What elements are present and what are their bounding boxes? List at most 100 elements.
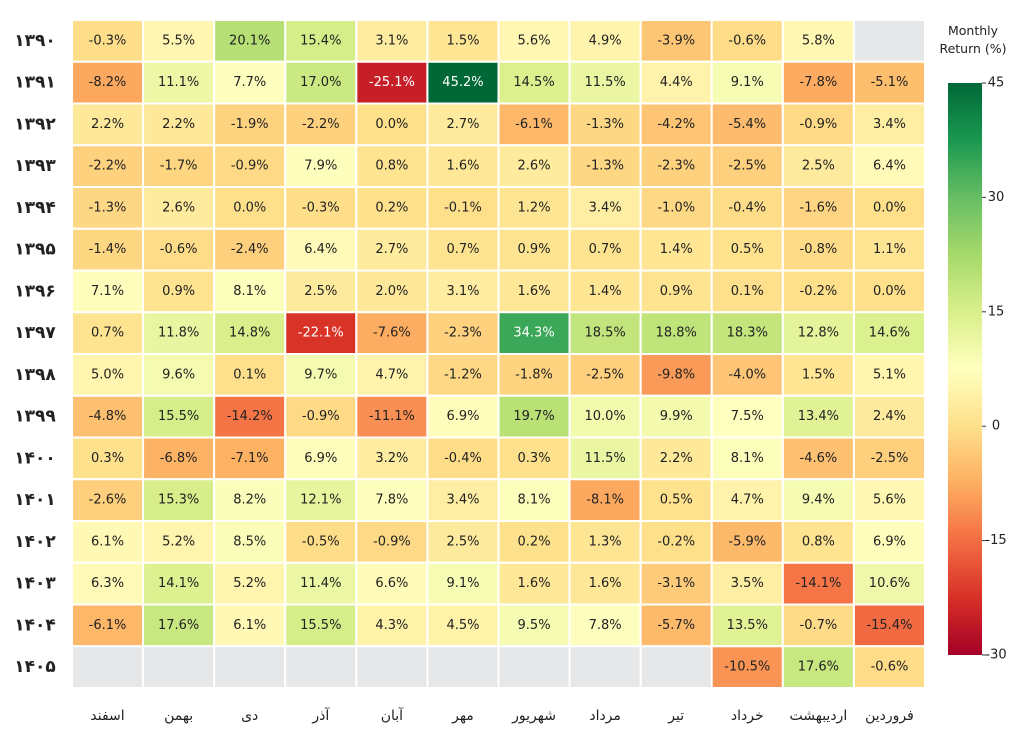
cell-label: -1.7% [160, 159, 198, 174]
cell [355, 311, 429, 355]
cell-label: 0.9% [660, 284, 693, 299]
cell [142, 436, 216, 481]
cell [852, 269, 927, 314]
cell [710, 436, 784, 481]
cell-label: 12.1% [300, 493, 341, 508]
cell-label: 1.6% [518, 576, 551, 591]
cell [142, 269, 216, 314]
cell [639, 60, 713, 105]
cell-label: -0.3% [89, 33, 127, 48]
cell-label: 34.3% [513, 326, 554, 341]
cell-label: 0.0% [233, 200, 266, 215]
cell-label: -2.3% [657, 159, 695, 174]
row-label: ۱۴۰۲ [14, 532, 56, 552]
colorbar [948, 83, 982, 655]
cell-label: -11.1% [369, 409, 415, 424]
row-label: ۱۳۹۲ [14, 114, 56, 134]
cell-label: 18.5% [584, 326, 625, 341]
cell-label: -2.5% [871, 451, 909, 466]
cell [71, 478, 145, 522]
empty-cell [568, 645, 642, 689]
cell-label: -7.1% [231, 451, 269, 466]
cell-label: -0.6% [728, 33, 766, 48]
cell-label: -0.9% [373, 534, 411, 549]
cell-label: 2.2% [91, 117, 124, 132]
cell [213, 269, 287, 314]
cell-label: 0.1% [233, 367, 266, 382]
cell-label: 7.1% [91, 284, 124, 299]
colorbar-tick-label: 45 [988, 76, 1005, 91]
cell-label: -0.5% [302, 534, 340, 549]
cell [355, 520, 429, 564]
cell-label: -2.3% [444, 326, 482, 341]
cell-label: -0.3% [302, 200, 340, 215]
cell-label: -1.3% [586, 159, 624, 174]
empty-cell [71, 645, 145, 689]
cell-label: -0.6% [871, 660, 909, 675]
row-label: ۱۳۹۵ [14, 240, 56, 260]
cell-label: -2.5% [586, 367, 624, 382]
cell [781, 478, 855, 522]
cell-label: -5.9% [728, 534, 766, 549]
cell [568, 19, 642, 63]
cell [852, 60, 927, 105]
cell [355, 394, 429, 439]
colorbar-title: Monthly Return (%) [939, 23, 1007, 56]
cell-label: -1.9% [231, 117, 269, 132]
cell-label: 15.5% [300, 618, 341, 633]
cell [284, 311, 358, 355]
empty-cell [639, 645, 713, 689]
cell-label: 0.7% [446, 242, 479, 257]
cell-label: 11.1% [158, 75, 199, 90]
cell-label: 2.2% [162, 117, 195, 132]
cell-label: 17.6% [158, 618, 199, 633]
cell-label: -15.4% [866, 618, 912, 633]
cell-label: 9.5% [518, 618, 551, 633]
cell-label: -3.1% [657, 576, 695, 591]
cell [781, 144, 855, 188]
cell-label: 17.6% [798, 660, 839, 675]
cell-label: 8.5% [233, 534, 266, 549]
cell-label: 11.5% [584, 451, 625, 466]
colorbar-tick-label: 15 [988, 304, 1005, 319]
cell-label: 5.2% [162, 534, 195, 549]
cell [497, 227, 571, 272]
cell-label: 7.8% [375, 493, 408, 508]
cell-label: 6.6% [375, 576, 408, 591]
cell [639, 394, 713, 439]
cell-label: 18.8% [656, 326, 697, 341]
column-label: دی [241, 708, 258, 724]
cell [71, 60, 145, 105]
cell-label: 2.5% [304, 284, 337, 299]
cell-label: 9.6% [162, 367, 195, 382]
cell-label: 14.8% [229, 326, 270, 341]
cell-label: 6.1% [91, 534, 124, 549]
cell [497, 186, 571, 230]
cell [213, 436, 287, 481]
cell [213, 394, 287, 439]
cell-label: 1.5% [802, 367, 835, 382]
cell [497, 353, 571, 397]
cell-label: 6.1% [233, 618, 266, 633]
cell-label: -5.4% [728, 117, 766, 132]
cell [71, 394, 145, 439]
cell [355, 60, 429, 105]
cell-label: 5.6% [873, 493, 906, 508]
cell-label: -0.7% [800, 618, 838, 633]
cell-label: 4.9% [589, 33, 622, 48]
cell-label: 2.6% [162, 200, 195, 215]
cell [497, 269, 571, 314]
cell-label: 11.4% [300, 576, 341, 591]
cell-label: 7.5% [731, 409, 764, 424]
cell-label: -1.6% [800, 200, 838, 215]
cell [852, 603, 927, 648]
cell [568, 478, 642, 522]
cell [284, 186, 358, 230]
cell [213, 60, 287, 105]
cell-label: 10.0% [584, 409, 625, 424]
empty-cell [284, 645, 358, 689]
cell [568, 186, 642, 230]
cell [284, 520, 358, 564]
cell-label: -0.2% [800, 284, 838, 299]
